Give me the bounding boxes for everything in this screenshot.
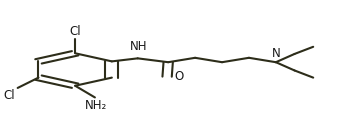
Text: NH₂: NH₂ <box>85 99 107 111</box>
Text: Cl: Cl <box>3 89 15 102</box>
Text: N: N <box>272 47 281 60</box>
Text: Cl: Cl <box>69 25 81 38</box>
Text: NH: NH <box>130 40 147 53</box>
Text: O: O <box>174 70 184 83</box>
